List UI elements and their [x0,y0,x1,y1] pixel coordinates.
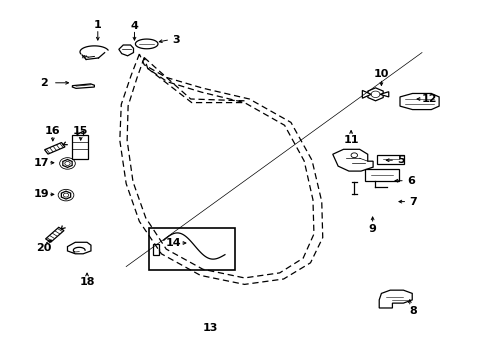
Polygon shape [332,149,372,171]
Polygon shape [362,90,370,98]
Polygon shape [364,169,398,181]
Text: 14: 14 [165,238,181,248]
Bar [153,244,159,255]
Text: 5: 5 [396,155,404,165]
Polygon shape [135,39,158,49]
Text: 18: 18 [79,276,95,287]
Text: 13: 13 [202,323,218,333]
Text: 2: 2 [40,78,48,88]
Polygon shape [376,155,403,164]
Text: 3: 3 [172,35,180,45]
Text: 15: 15 [73,126,88,136]
Text: 17: 17 [34,158,49,168]
Polygon shape [72,84,94,88]
Text: 11: 11 [343,135,358,145]
Text: 19: 19 [34,189,49,199]
Bar [72,135,88,159]
Text: 8: 8 [408,306,416,316]
Polygon shape [379,92,388,97]
Bar [149,228,234,270]
Text: 1: 1 [94,20,102,30]
Polygon shape [45,227,64,242]
Text: 7: 7 [408,197,416,207]
Polygon shape [367,88,383,101]
Text: 20: 20 [36,243,52,253]
Text: 10: 10 [373,69,388,79]
Polygon shape [62,159,72,167]
Polygon shape [44,143,65,154]
Polygon shape [67,242,91,254]
Text: 6: 6 [406,176,414,186]
Text: 12: 12 [421,94,436,104]
Text: 4: 4 [130,21,138,31]
Polygon shape [119,45,133,56]
Text: 16: 16 [45,126,61,136]
Polygon shape [379,290,411,308]
Text: 9: 9 [368,224,376,234]
Polygon shape [61,191,71,199]
Polygon shape [399,94,438,109]
